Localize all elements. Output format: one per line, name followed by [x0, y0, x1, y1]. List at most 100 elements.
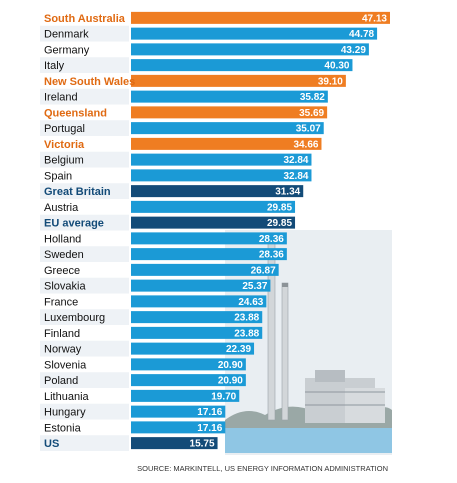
bar — [131, 74, 346, 87]
bar — [131, 295, 267, 308]
row-band — [40, 309, 129, 325]
bar — [131, 232, 287, 245]
category-label: Lithuania — [44, 391, 90, 403]
value-label: 35.82 — [300, 92, 325, 103]
value-label: 35.69 — [299, 108, 324, 119]
row-band — [40, 151, 129, 168]
category-label: Italy — [44, 60, 65, 72]
value-label: 32.84 — [283, 155, 308, 166]
bar — [131, 421, 226, 434]
value-label: 17.16 — [197, 407, 222, 418]
value-label: 24.63 — [238, 297, 263, 308]
value-label: 25.37 — [242, 281, 267, 292]
category-label: Victoria — [44, 139, 85, 151]
category-label: Holland — [44, 233, 81, 245]
power-plant-illustration — [225, 230, 392, 455]
bar — [131, 405, 226, 418]
value-label: 32.84 — [283, 171, 308, 182]
category-label: Ireland — [44, 92, 78, 104]
bar — [131, 216, 296, 229]
value-label: 44.78 — [349, 29, 374, 40]
bar — [131, 11, 390, 24]
value-label: 35.07 — [296, 124, 321, 135]
category-label: Luxembourg — [44, 312, 105, 324]
category-label: Germany — [44, 44, 90, 56]
bars — [131, 11, 390, 450]
category-label: Portugal — [44, 123, 85, 135]
value-label: 20.90 — [218, 376, 243, 387]
value-label: 26.87 — [251, 265, 276, 276]
row-band — [40, 120, 129, 136]
bar — [131, 374, 246, 387]
value-label: 17.16 — [197, 423, 222, 434]
category-labels: South Australia Denmark Germany Italy New So… — [44, 13, 135, 450]
row-band — [40, 25, 129, 42]
chart-background — [40, 25, 129, 451]
row-band — [40, 214, 129, 231]
category-label: New South Wales — [44, 76, 135, 88]
row-band — [40, 246, 129, 262]
value-label: 15.75 — [190, 439, 215, 450]
bar — [131, 59, 353, 72]
bar — [131, 326, 263, 339]
bar — [131, 185, 304, 198]
category-label: Slovenia — [44, 359, 87, 371]
value-labels: 47.13 44.78 43.29 40.30 39.10 35.82 35.69 35.07… — [190, 13, 388, 449]
bar — [131, 122, 324, 135]
value-label: 28.36 — [259, 234, 284, 245]
row-band — [40, 57, 129, 73]
value-label: 23.88 — [234, 313, 259, 324]
bar — [131, 43, 369, 56]
category-label: Spain — [44, 170, 72, 182]
value-label: 20.90 — [218, 360, 243, 371]
value-label: 29.85 — [267, 202, 292, 213]
category-label: Norway — [44, 344, 82, 356]
bar — [131, 27, 378, 40]
value-label: 31.34 — [275, 187, 300, 198]
bar — [131, 169, 312, 182]
category-label: Greece — [44, 265, 80, 277]
category-label: Belgium — [44, 155, 84, 167]
row-band — [40, 340, 129, 357]
category-label: Denmark — [44, 29, 89, 41]
value-label: 47.13 — [362, 13, 387, 24]
value-label: 40.30 — [324, 61, 349, 72]
bar — [131, 137, 322, 150]
category-label: Great Britain — [44, 186, 111, 198]
category-label: Slovakia — [44, 281, 86, 293]
category-label: US — [44, 438, 59, 450]
value-label: 34.66 — [293, 139, 318, 150]
bar — [131, 358, 246, 371]
category-label: France — [44, 296, 78, 308]
bar — [131, 311, 263, 324]
row-band — [40, 88, 129, 105]
category-label: Estonia — [44, 422, 82, 434]
value-label: 23.88 — [234, 328, 259, 339]
category-label: Sweden — [44, 249, 84, 261]
row-band — [40, 403, 129, 420]
bar — [131, 248, 287, 261]
row-band — [40, 183, 129, 199]
bar — [131, 279, 271, 292]
category-label: EU average — [44, 218, 104, 230]
category-label: Finland — [44, 328, 80, 340]
category-label: Austria — [44, 202, 79, 214]
category-label: Poland — [44, 375, 78, 387]
value-label: 43.29 — [341, 45, 366, 56]
category-label: South Australia — [44, 13, 126, 25]
source-note: SOURCE: MARKINTELL, US ENERGY INFORMATIO… — [137, 464, 388, 473]
row-band — [40, 435, 129, 451]
value-label: 22.39 — [226, 344, 251, 355]
bar — [131, 342, 255, 355]
value-label: 29.85 — [267, 218, 292, 229]
value-label: 39.10 — [318, 76, 343, 87]
bar — [131, 389, 240, 402]
row-band — [40, 277, 129, 294]
value-label: 28.36 — [259, 250, 284, 261]
value-label: 19.70 — [211, 391, 236, 402]
bar — [131, 90, 328, 103]
bar — [131, 106, 328, 119]
bar — [131, 263, 279, 276]
bar — [131, 437, 218, 450]
